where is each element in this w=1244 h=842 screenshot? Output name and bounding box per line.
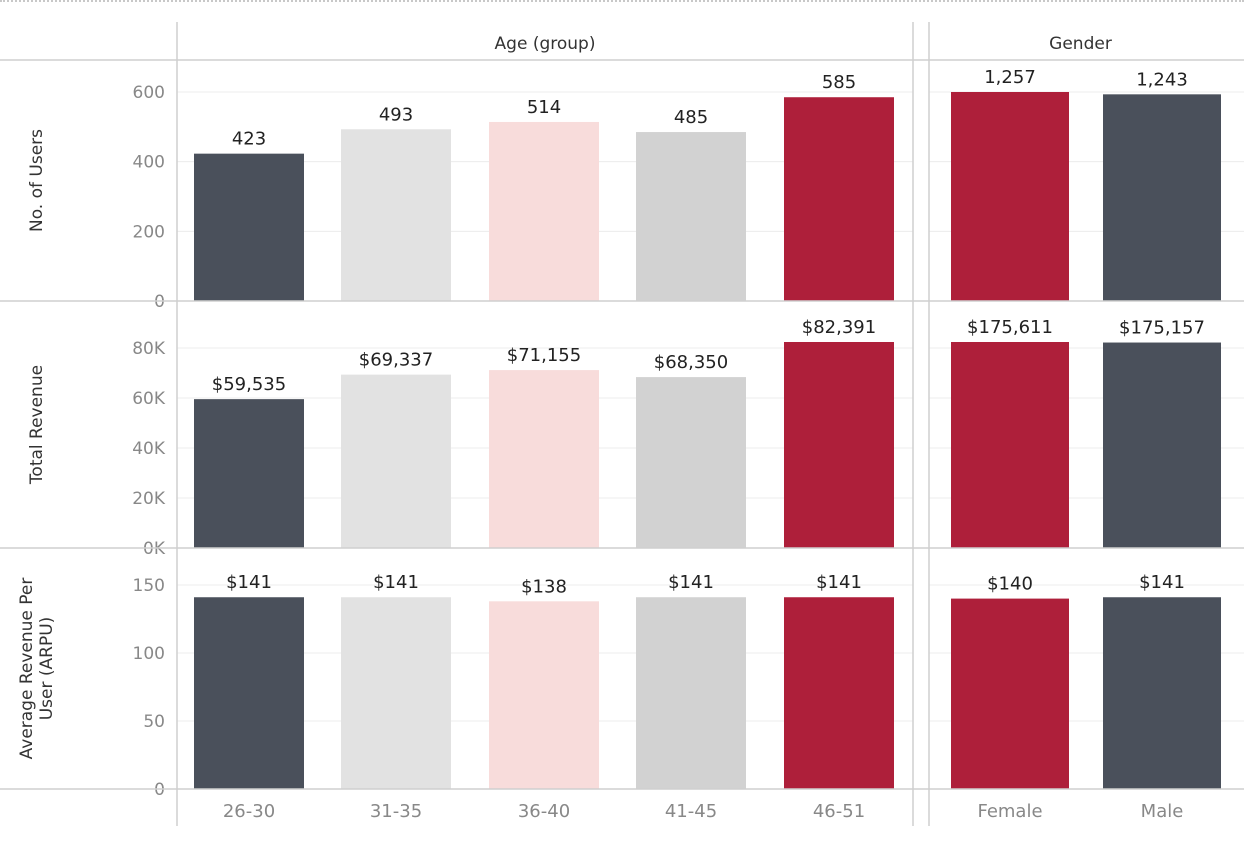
- bar-average-revenue-per-user-arpu-36-40: [489, 601, 599, 789]
- x-tick-label-31-35: 31-35: [370, 801, 422, 822]
- value-label-no-of-users-female: 1,257: [984, 67, 1036, 88]
- bar-total-revenue-41-45: [636, 377, 746, 548]
- y-tick-label: 50: [143, 712, 165, 732]
- bar-average-revenue-per-user-arpu-46-51: [784, 597, 894, 789]
- x-tick-label-male: Male: [1141, 801, 1184, 822]
- value-label-no-of-users-male: 1,243: [1136, 69, 1188, 90]
- y-axis-title-average-revenue-per-user-arpu: User (ARPU): [37, 617, 57, 721]
- bar-no-of-users-26-30: [194, 153, 304, 301]
- y-tick-label: 40K: [132, 439, 166, 459]
- bar-average-revenue-per-user-arpu-26-30: [194, 597, 304, 789]
- bar-total-revenue-36-40: [489, 370, 599, 548]
- value-label-total-revenue-female: $175,611: [967, 317, 1053, 338]
- value-label-total-revenue-male: $175,157: [1119, 318, 1205, 339]
- x-tick-label-36-40: 36-40: [518, 801, 570, 822]
- y-axis-title-no-of-users: No. of Users: [27, 129, 47, 232]
- y-tick-label: 0K: [143, 539, 166, 559]
- bar-no-of-users-male: [1103, 94, 1221, 302]
- value-label-no-of-users-41-45: 485: [674, 107, 708, 128]
- y-tick-label: 150: [133, 576, 165, 596]
- x-tick-label-46-51: 46-51: [813, 801, 865, 822]
- bar-total-revenue-female: [951, 342, 1069, 548]
- y-tick-label: 100: [133, 644, 165, 664]
- bar-average-revenue-per-user-arpu-male: [1103, 597, 1221, 789]
- x-tick-label-26-30: 26-30: [223, 801, 275, 822]
- value-label-no-of-users-36-40: 514: [527, 97, 561, 118]
- value-label-total-revenue-31-35: $69,337: [359, 350, 433, 371]
- y-tick-label: 80K: [132, 339, 166, 359]
- bar-total-revenue-26-30: [194, 399, 304, 548]
- bar-average-revenue-per-user-arpu-41-45: [636, 597, 746, 789]
- value-label-average-revenue-per-user-arpu-26-30: $141: [226, 572, 272, 593]
- x-tick-label-41-45: 41-45: [665, 801, 717, 822]
- bar-average-revenue-per-user-arpu-31-35: [341, 597, 451, 789]
- y-tick-label: 60K: [132, 389, 166, 409]
- bar-average-revenue-per-user-arpu-female: [951, 598, 1069, 789]
- value-label-average-revenue-per-user-arpu-female: $140: [987, 574, 1033, 595]
- value-label-no-of-users-46-51: 585: [822, 72, 856, 93]
- value-label-no-of-users-26-30: 423: [232, 129, 266, 150]
- header-gender: Gender: [1049, 34, 1112, 54]
- y-tick-label: 20K: [132, 489, 166, 509]
- bar-no-of-users-41-45: [636, 132, 746, 301]
- y-axis-title-average-revenue-per-user-arpu: Average Revenue Per: [17, 578, 37, 760]
- bar-total-revenue-male: [1103, 342, 1221, 548]
- bar-total-revenue-31-35: [341, 374, 451, 548]
- value-label-average-revenue-per-user-arpu-46-51: $141: [816, 572, 862, 593]
- value-label-average-revenue-per-user-arpu-male: $141: [1139, 572, 1185, 593]
- y-axis-title-total-revenue: Total Revenue: [27, 365, 47, 485]
- value-label-total-revenue-46-51: $82,391: [802, 317, 876, 338]
- y-tick-label: 400: [133, 153, 165, 173]
- value-label-total-revenue-36-40: $71,155: [507, 345, 581, 366]
- y-tick-label: 0: [154, 780, 165, 800]
- bar-total-revenue-46-51: [784, 342, 894, 548]
- y-tick-label: 0: [154, 292, 165, 312]
- y-tick-label: 200: [133, 222, 165, 242]
- value-label-average-revenue-per-user-arpu-36-40: $138: [521, 576, 567, 597]
- value-label-average-revenue-per-user-arpu-41-45: $141: [668, 572, 714, 593]
- bar-no-of-users-36-40: [489, 121, 599, 301]
- bar-no-of-users-46-51: [784, 97, 894, 301]
- value-label-total-revenue-41-45: $68,350: [654, 352, 728, 373]
- header-age-group: Age (group): [495, 34, 596, 54]
- bar-no-of-users-female: [951, 92, 1069, 301]
- x-tick-label-female: Female: [977, 801, 1042, 822]
- top-dotted-border: [0, 0, 1244, 2]
- value-label-no-of-users-31-35: 493: [379, 104, 413, 125]
- value-label-average-revenue-per-user-arpu-31-35: $141: [373, 572, 419, 593]
- value-label-total-revenue-26-30: $59,535: [212, 374, 286, 395]
- bar-no-of-users-31-35: [341, 129, 451, 301]
- y-tick-label: 600: [133, 83, 165, 103]
